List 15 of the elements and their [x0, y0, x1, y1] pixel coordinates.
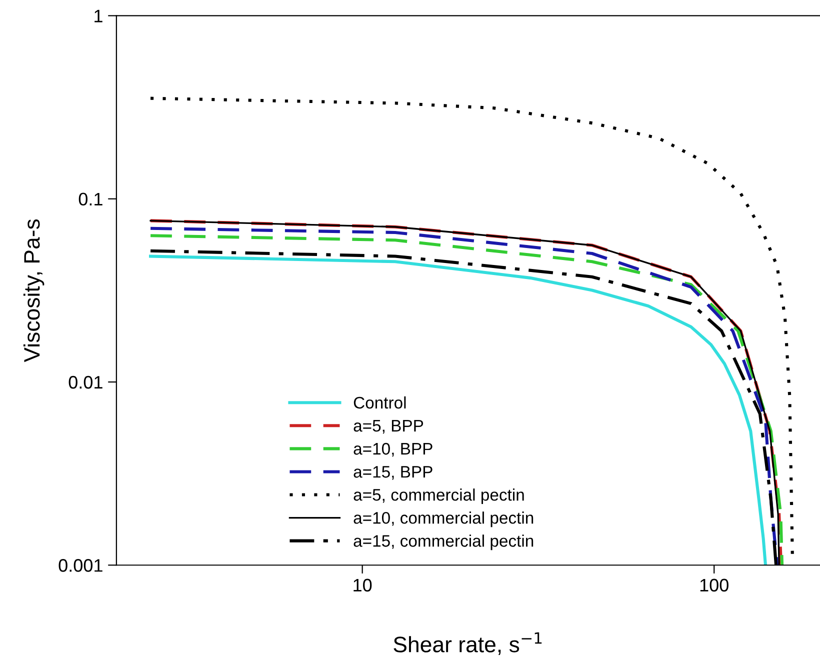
legend-label: Control — [354, 396, 406, 409]
y-tick-label: 1 — [94, 10, 102, 22]
y-tick-label: 0.1 — [78, 192, 102, 206]
x-axis-title: Shear rate, s$^{−1}$ — [394, 632, 542, 656]
legend-label: a=15, BPP — [354, 466, 432, 480]
y-tick-label: 0.01 — [68, 376, 102, 389]
legend-label: a=10, BPP — [354, 442, 432, 457]
x-tick-label: 10 — [354, 578, 372, 592]
y-axis-title: Viscosity, Pa-s — [23, 219, 44, 362]
legend-label: a=5, commercial pectin — [354, 488, 524, 504]
legend-label: a=10, commercial pectin — [354, 512, 534, 528]
legend-label: a=5, BPP — [354, 420, 424, 434]
legend-label: a=15, commercial pectin — [354, 534, 534, 550]
x-tick-label: 100 — [700, 578, 728, 592]
y-tick-label: 0.001 — [58, 559, 102, 572]
